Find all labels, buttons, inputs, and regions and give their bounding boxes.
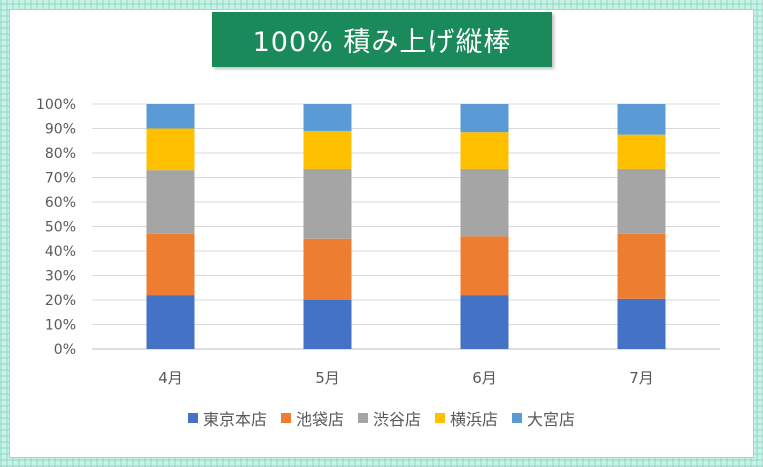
- bar-segment: [303, 130, 352, 169]
- legend-item: 東京本店: [187, 406, 267, 430]
- legend-swatch: [187, 413, 198, 423]
- bar-segment: [146, 233, 195, 296]
- x-tick-label: 5月: [315, 369, 340, 387]
- y-tick-label: 50%: [45, 220, 76, 236]
- bar-segment: [617, 104, 666, 135]
- legend-swatch: [280, 413, 291, 423]
- legend-swatch: [512, 413, 523, 423]
- bar-segment: [303, 168, 352, 239]
- bar-segment: [303, 238, 352, 300]
- bar-segment: [617, 134, 666, 169]
- legend-item: 横浜店: [435, 406, 498, 430]
- bar-segment: [146, 128, 195, 171]
- legend-label: 池袋店: [295, 410, 344, 429]
- x-tick-label: 4月: [158, 369, 183, 387]
- bar-segment: [617, 298, 666, 349]
- legend-label: 東京本店: [202, 410, 267, 429]
- chart-legend: 東京本店 池袋店 渋谷店 横浜店 大宮店: [0, 405, 763, 431]
- chart-title: 100% 積み上げ縦棒: [252, 27, 512, 58]
- bar-segment: [460, 236, 509, 296]
- legend-swatch: [357, 413, 368, 423]
- y-tick-label: 60%: [45, 195, 76, 211]
- bar-segment: [303, 104, 352, 131]
- bar-segment: [460, 295, 509, 349]
- legend-item: 渋谷店: [357, 406, 421, 430]
- y-tick-label: 70%: [45, 171, 76, 187]
- legend-swatch: [435, 413, 445, 423]
- legend-label: 大宮店: [527, 410, 576, 429]
- legend-item: 大宮店: [512, 406, 575, 430]
- bar-segment: [146, 295, 195, 349]
- y-tick-label: 40%: [45, 244, 76, 260]
- bar-segment: [146, 104, 195, 129]
- bar-segment: [460, 104, 509, 133]
- bar-segment: [460, 168, 509, 237]
- y-tick-label: 100%: [36, 97, 76, 113]
- y-tick-label: 80%: [45, 146, 76, 162]
- legend-item: 池袋店: [280, 406, 344, 430]
- x-tick-label: 6月: [472, 369, 497, 387]
- legend-label: 渋谷店: [372, 410, 421, 429]
- bar-segment: [303, 300, 352, 349]
- bar-segment: [617, 168, 666, 234]
- y-tick-label: 10%: [45, 318, 76, 334]
- bar-segment: [617, 233, 666, 299]
- x-tick-label: 7月: [629, 369, 654, 387]
- bar-segment: [460, 132, 509, 169]
- legend-label: 横浜店: [450, 410, 499, 429]
- y-tick-label: 30%: [45, 269, 76, 285]
- y-tick-label: 90%: [45, 122, 76, 138]
- chart-title-box: 100% 積み上げ縦棒: [212, 12, 552, 67]
- y-tick-label: 0%: [54, 342, 76, 358]
- bar-segment: [146, 170, 195, 234]
- y-tick-label: 20%: [45, 293, 76, 309]
